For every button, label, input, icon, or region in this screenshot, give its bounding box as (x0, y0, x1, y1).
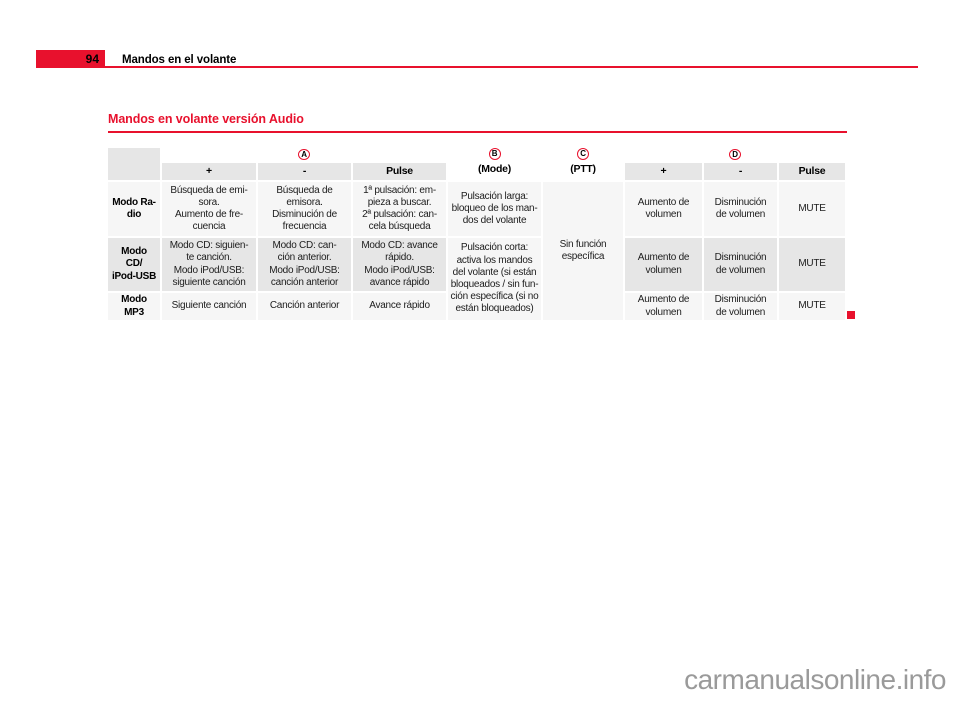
column-c-header: C (PTT) (543, 148, 623, 180)
column-group-a-header: A (162, 148, 446, 161)
cell-cd-a-minus: Modo CD: can- ción anterior. Modo iPod/U… (258, 238, 351, 291)
column-c-label: (PTT) (570, 163, 596, 175)
col-a-minus-header: - (258, 163, 351, 180)
cell-ptt-all-modes: Sin función específica (543, 182, 623, 320)
row-header-radio: Modo Ra- dio (108, 182, 160, 236)
section-end-marker (847, 311, 855, 319)
key-b-badge: B (488, 148, 501, 160)
cell-mp3-d-pulse: MUTE (779, 293, 845, 320)
cell-radio-a-plus: Búsqueda de emi- sora. Aumento de fre- c… (162, 182, 256, 236)
column-b-label: (Mode) (478, 163, 511, 175)
row-header-mp3: Modo MP3 (108, 293, 160, 320)
steering-wheel-controls-table: A + - Pulse B (Mode) C (PTT) D + - Pulse… (108, 148, 845, 320)
cell-mp3-d-plus: Aumento de volumen (625, 293, 702, 320)
watermark: carmanualsonline.info (684, 664, 946, 695)
cell-radio-d-plus: Aumento de volumen (625, 182, 702, 236)
cell-cd-d-plus: Aumento de volumen (625, 238, 702, 291)
cell-radio-a-pulse: 1ª pulsación: em- pieza a buscar. 2ª pul… (353, 182, 446, 236)
col-a-pulse-header: Pulse (353, 163, 446, 180)
col-d-minus-header: - (704, 163, 777, 180)
section-title: Mandos en volante versión Audio (108, 112, 304, 126)
key-a-badge: A (298, 149, 310, 160)
cell-radio-d-minus: Disminución de volumen (704, 182, 777, 236)
cell-radio-mode-button: Pulsación larga: bloqueo de los man- dos… (448, 182, 541, 236)
section-title-rule (108, 131, 847, 133)
column-group-d-header: D (625, 148, 845, 161)
table-corner-cell (108, 148, 160, 180)
cell-mp3-a-minus: Canción anterior (258, 293, 351, 320)
page-number: 94 (85, 51, 99, 66)
row-header-cd-ipod-usb: Modo CD/ iPod-USB (108, 238, 160, 291)
cell-cd-d-pulse: MUTE (779, 238, 845, 291)
cell-radio-d-pulse: MUTE (779, 182, 845, 236)
key-d-badge: D (729, 149, 741, 160)
col-d-plus-header: + (625, 163, 702, 180)
cell-cd-a-plus: Modo CD: siguien- te canción. Modo iPod/… (162, 238, 256, 291)
cell-cd-mp3-mode-button: Pulsación corta: activa los mandos del v… (448, 238, 541, 320)
key-c-badge: C (577, 148, 589, 160)
column-b-header: B (Mode) (448, 148, 541, 180)
cell-mp3-d-minus: Disminución de volumen (704, 293, 777, 320)
col-d-pulse-header: Pulse (779, 163, 845, 180)
header-rule (36, 66, 918, 68)
cell-radio-a-minus: Búsqueda de emisora. Disminución de frec… (258, 182, 351, 236)
cell-mp3-a-plus: Siguiente canción (162, 293, 256, 320)
page-number-box: 94 (36, 50, 105, 67)
cell-cd-a-pulse: Modo CD: avance rápido. Modo iPod/USB: a… (353, 238, 446, 291)
cell-cd-d-minus: Disminución de volumen (704, 238, 777, 291)
cell-mp3-a-pulse: Avance rápido (353, 293, 446, 320)
col-a-plus-header: + (162, 163, 256, 180)
chapter-title: Mandos en el volante (122, 53, 237, 66)
